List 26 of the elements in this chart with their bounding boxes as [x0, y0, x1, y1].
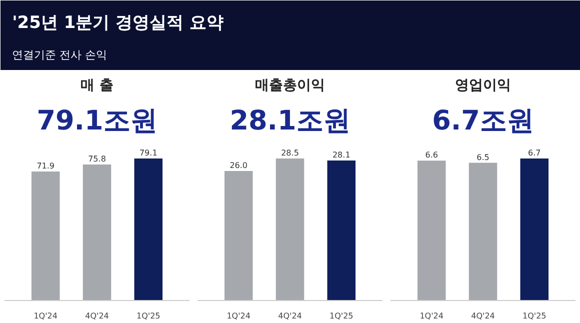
x-tick-label: 1Q'25 [136, 312, 160, 320]
data-label: 6.5 [476, 152, 490, 162]
data-label: 26.0 [230, 160, 248, 170]
text: 연결기준 전사 손익 [12, 48, 108, 62]
data-label: 79.1 [139, 148, 158, 158]
data-label: 6.6 [425, 150, 438, 160]
chart-subtitle: 79.1조원 [36, 106, 158, 136]
chart-title: 매출총이익 [255, 78, 325, 94]
x-tick-label: 1Q'24 [226, 312, 250, 320]
data-label: 75.8 [88, 154, 106, 164]
data-label: 6.7 [528, 148, 541, 158]
chart-title: 영업이익 [455, 78, 511, 94]
x-tick-label: 4Q'24 [278, 312, 302, 320]
chart-subtitle: 28.1조원 [230, 106, 350, 136]
x-tick-label: 4Q'24 [85, 312, 109, 320]
x-tick-label: 1Q'24 [34, 312, 58, 320]
x-tick-label: 1Q'24 [420, 312, 444, 320]
data-label: 71.9 [36, 161, 55, 170]
text: '25년 1분기 경영실적 요약 [12, 12, 224, 33]
data-label: 28.5 [281, 148, 299, 158]
x-tick-label: 1Q'25 [522, 312, 546, 320]
chart-title: 매 출 [80, 78, 114, 94]
x-tick-label: 1Q'25 [330, 312, 354, 320]
data-label: 28.1 [332, 150, 350, 160]
x-tick-label: 4Q'24 [471, 312, 495, 320]
chart-subtitle: 6.7조원 [432, 106, 534, 136]
